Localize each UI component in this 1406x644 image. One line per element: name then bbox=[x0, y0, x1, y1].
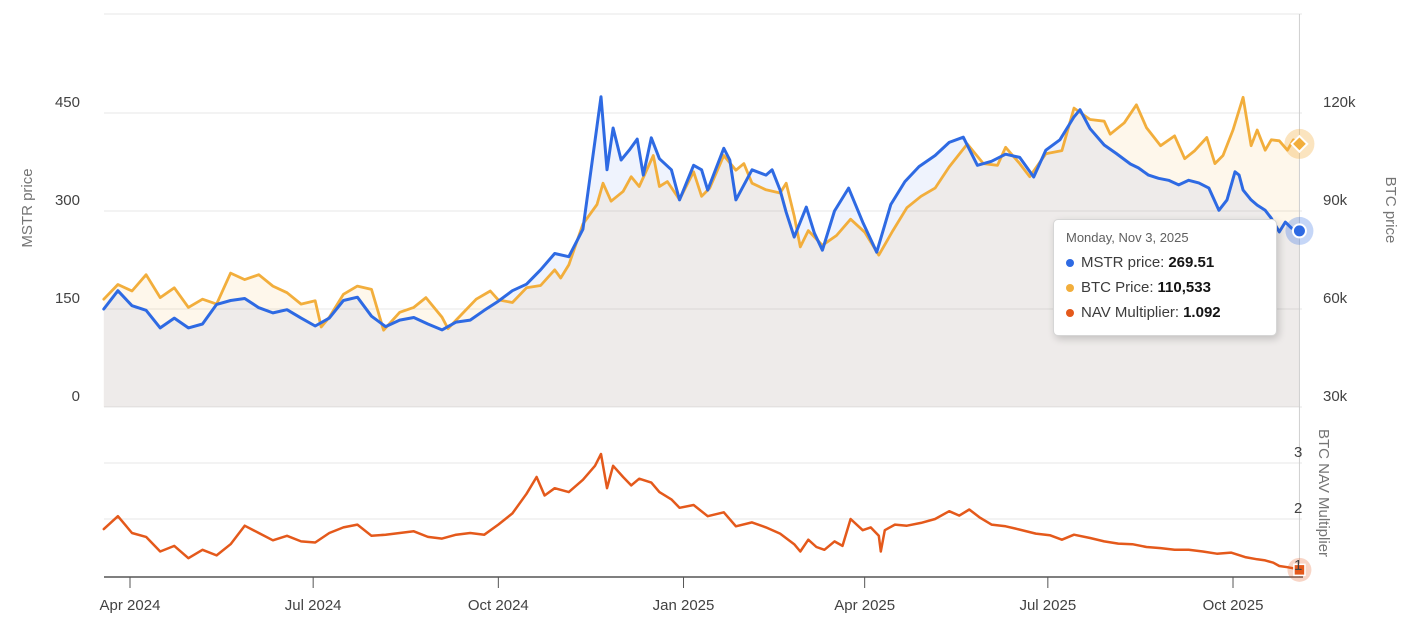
x-axis-tick-oct-2024: Oct 2024 bbox=[467, 597, 529, 614]
tooltip-row-nav: NAV Multiplier: 1.092 bbox=[1066, 300, 1262, 325]
tooltip-date: Monday, Nov 3, 2025 bbox=[1066, 230, 1189, 245]
mstr-series-dot-icon bbox=[1066, 258, 1074, 267]
nav-square-marker bbox=[1293, 563, 1306, 577]
mstr-axis-tick-0: 0 bbox=[71, 388, 80, 405]
x-axis-tick-jan-2025: Jan 2025 bbox=[652, 597, 715, 614]
btc-axis-tick-60k: 60k bbox=[1323, 290, 1348, 307]
x-axis-tick-jul-2025: Jul 2025 bbox=[1019, 597, 1077, 614]
main-plot-hover-area[interactable] bbox=[104, 14, 1302, 407]
nav-axis-tick-2: 2 bbox=[1294, 500, 1303, 517]
mstr-price-line bbox=[102, 95, 1301, 332]
tooltip-nav-label: NAV Multiplier: bbox=[1081, 304, 1180, 321]
nav-multiplier-line bbox=[102, 452, 1301, 572]
x-axis-tick-oct-2025: Oct 2025 bbox=[1202, 597, 1264, 614]
nav-series-dot-icon bbox=[1066, 308, 1074, 317]
mstr-axis-tick-300: 300 bbox=[54, 192, 80, 209]
btc-axis-tick-120k: 120k bbox=[1323, 94, 1356, 111]
btc-axis-tick-30k: 30k bbox=[1323, 388, 1348, 405]
x-axis-tick-apr-2024: Apr 2024 bbox=[99, 597, 161, 614]
x-axis-tick-jul-2024: Jul 2024 bbox=[284, 597, 342, 614]
mstr-axis-title: MSTR price bbox=[19, 168, 36, 248]
btc-series-dot-icon bbox=[1066, 283, 1074, 292]
x-axis-tick-apr-2025: Apr 2025 bbox=[834, 597, 896, 614]
btc-diamond-marker bbox=[1290, 134, 1309, 154]
nav-axis-title: BTC NAV Multiplier bbox=[1315, 428, 1332, 558]
tooltip-btc-value: 110,533 bbox=[1157, 279, 1211, 296]
tooltip-row-btc: BTC Price: 110,533 bbox=[1066, 275, 1262, 300]
mstr-area-fill bbox=[103, 96, 1300, 407]
tooltip-nav-value: 1.092 bbox=[1183, 304, 1221, 321]
tooltip-mstr-label: MSTR price: bbox=[1081, 254, 1165, 271]
nav-axis-tick-3: 3 bbox=[1294, 444, 1303, 461]
tooltip-btc-label: BTC Price: bbox=[1081, 279, 1154, 296]
mstr-circle-marker bbox=[1291, 223, 1307, 239]
btc-axis-title: BTC price bbox=[1382, 176, 1399, 244]
tooltip-mstr-value: 269.51 bbox=[1168, 254, 1215, 271]
tooltip-row-mstr: MSTR price: 269.51 bbox=[1066, 250, 1262, 275]
mstr-axis-tick-150: 150 bbox=[54, 290, 80, 307]
btc-area-fill bbox=[103, 97, 1300, 408]
btc-axis-tick-90k: 90k bbox=[1323, 192, 1348, 209]
mstr-axis-tick-450: 450 bbox=[54, 94, 80, 111]
nav-plot-hover-area[interactable] bbox=[104, 420, 1302, 577]
nav-axis-tick-1: 1 bbox=[1294, 557, 1303, 574]
chart-tooltip: Monday, Nov 3, 2025 MSTR price: 269.51 B… bbox=[1053, 219, 1277, 336]
